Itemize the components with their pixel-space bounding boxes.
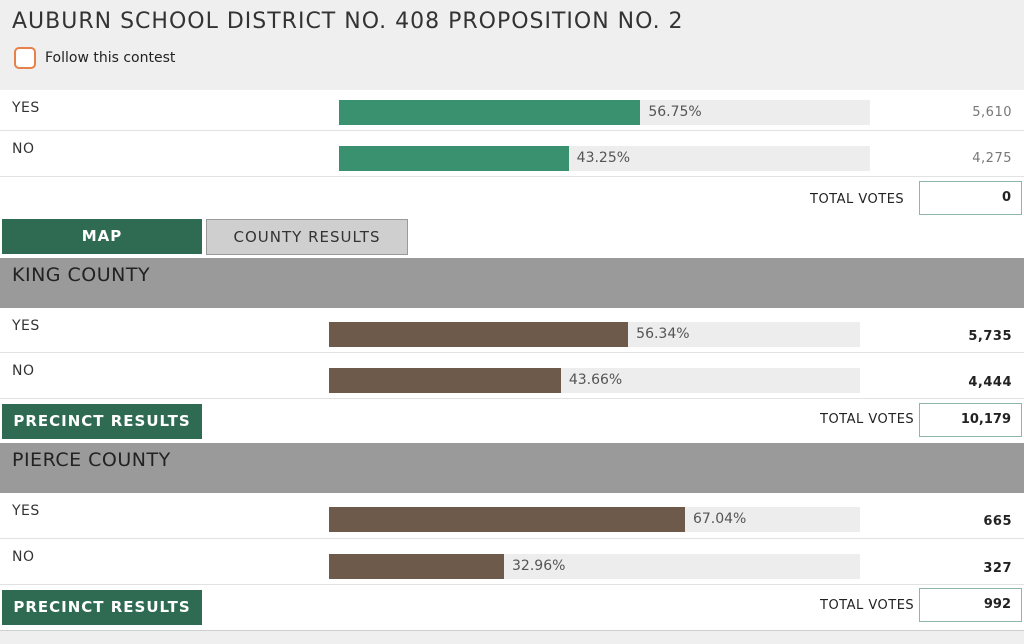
- result-bar-fill: [329, 368, 561, 393]
- percent-label: 56.75%: [648, 104, 702, 120]
- county-footer-row: PRECINCT RESULTS TOTAL VOTES 992: [0, 585, 1024, 630]
- tab-county-results[interactable]: COUNTY RESULTS: [206, 219, 408, 255]
- result-bar-fill: [339, 100, 641, 125]
- county-header-king: KING COUNTY: [0, 258, 1024, 308]
- contest-title: AUBURN SCHOOL DISTRICT NO. 408 PROPOSITI…: [12, 9, 684, 34]
- county-footer-row: PRECINCT RESULTS TOTAL VOTES 10,179: [0, 399, 1024, 443]
- vote-count: 5,610: [972, 105, 1012, 120]
- percent-label: 43.66%: [568, 372, 623, 388]
- percent-label: 67.04%: [692, 511, 747, 527]
- total-votes-label: TOTAL VOTES: [820, 412, 915, 427]
- tab-map[interactable]: MAP: [2, 219, 202, 254]
- county-row-yes: YES 56.34% 5,735: [0, 308, 1024, 353]
- total-votes-label: TOTAL VOTES: [810, 192, 905, 207]
- county-name: PIERCE COUNTY: [12, 449, 171, 471]
- result-bar-fill: [339, 146, 569, 171]
- follow-label: Follow this contest: [45, 50, 176, 66]
- vote-count: 665: [983, 514, 1012, 529]
- result-row-no: NO 43.25% 4,275: [0, 131, 1024, 177]
- choice-label: NO: [12, 141, 35, 157]
- contest-header: AUBURN SCHOOL DISTRICT NO. 408 PROPOSITI…: [0, 0, 1024, 90]
- next-contest-edge: [0, 630, 1024, 644]
- vote-count: 5,735: [968, 329, 1012, 344]
- total-votes-value: 0: [919, 181, 1022, 215]
- county-name: KING COUNTY: [12, 264, 151, 286]
- choice-label: YES: [12, 318, 40, 334]
- result-bar-track: [329, 322, 860, 347]
- choice-label: NO: [12, 549, 35, 565]
- vote-count: 4,275: [972, 151, 1012, 166]
- result-row-yes: YES 56.75% 5,610: [0, 90, 1024, 131]
- county-row-no: NO 43.66% 4,444: [0, 353, 1024, 399]
- total-votes-value: 10,179: [919, 403, 1022, 437]
- result-bar-track: [329, 368, 860, 393]
- choice-label: YES: [12, 100, 40, 116]
- choice-label: NO: [12, 363, 35, 379]
- county-row-no: NO 32.96% 327: [0, 539, 1024, 585]
- county-header-pierce: PIERCE COUNTY: [0, 443, 1024, 493]
- follow-contest-toggle[interactable]: Follow this contest: [14, 46, 175, 70]
- total-votes-value: 992: [919, 588, 1022, 622]
- percent-label: 43.25%: [576, 150, 631, 166]
- percent-label: 32.96%: [512, 558, 566, 574]
- result-bar-track: [339, 146, 870, 171]
- result-bar-track: [339, 100, 870, 125]
- vote-count: 327: [983, 561, 1012, 576]
- percent-label: 56.34%: [636, 326, 690, 342]
- vote-count: 4,444: [968, 375, 1012, 390]
- follow-checkbox[interactable]: [14, 47, 36, 69]
- result-bar-fill: [329, 507, 685, 532]
- result-bar-fill: [329, 322, 629, 347]
- choice-label: YES: [12, 503, 40, 519]
- precinct-results-button[interactable]: PRECINCT RESULTS: [2, 590, 202, 625]
- total-votes-label: TOTAL VOTES: [820, 598, 915, 613]
- total-votes-row: TOTAL VOTES 0: [0, 177, 1024, 219]
- result-bar-track: [329, 507, 860, 532]
- county-row-yes: YES 67.04% 665: [0, 493, 1024, 539]
- result-bar-fill: [329, 554, 505, 579]
- precinct-results-button[interactable]: PRECINCT RESULTS: [2, 404, 202, 439]
- result-bar-track: [329, 554, 860, 579]
